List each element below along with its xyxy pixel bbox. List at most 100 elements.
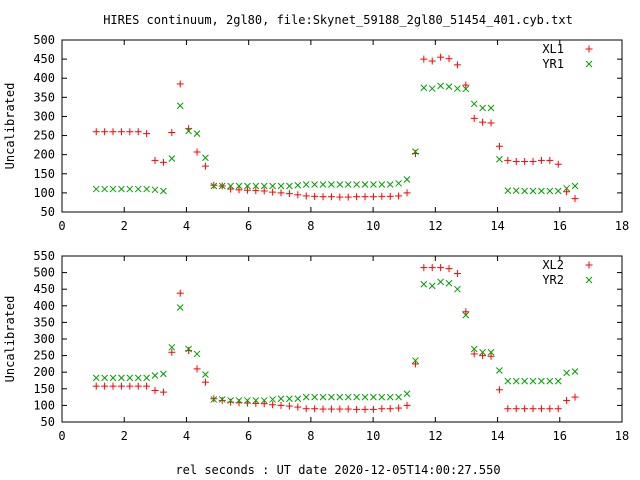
panel-2-point-YR2-b [176,304,184,311]
panel-2-y-tick-label: 450 [33,282,55,296]
panel-2-point-YR2-b [538,377,545,385]
panel-1-point-YR1-b [260,182,268,190]
panel-1-point-YR1 [294,181,302,189]
panel-1-point-XL1 [227,185,235,193]
panel-1-point-YR1-b [92,185,100,193]
panel-1-point-YR1-b [470,100,478,108]
panel-2-point-YR2-b [218,396,226,403]
panel-2-point-XL2 [159,388,167,396]
panel-2-plot-frame [61,255,623,423]
panel-2-point-YR2-b [454,285,461,293]
panel-1-point-YR1 [218,182,226,190]
panel-2-point-YR2 [134,374,142,382]
panel-1-point-YR1 [571,182,579,190]
panel-2-point-XL2 [201,378,209,386]
panel-1-point-YR1 [462,85,470,93]
panel-1-x-tick-label: 4 [183,219,190,233]
panel-2-point-YR2-b [428,282,436,290]
panel-2-point-YR2-b [92,374,100,382]
panel-1-y-tick-label: 350 [33,90,55,104]
panel-1-point-YR1-b [445,83,453,90]
panel-1-point-XL1 [428,57,436,65]
panel-2-point-XL2 [470,350,478,358]
panel-1-point-XL1 [193,148,201,156]
panel-1-point-XL1 [479,118,487,126]
panel-1-point-YR1-b [311,181,318,188]
panel-2-point-YR2-b [328,393,335,401]
panel-1-point-YR1-b [395,179,402,187]
panel-2-point-YR2-b [412,357,419,364]
panel-2-point-YR2 [328,393,335,401]
panel-1-point-XL1 [285,190,293,198]
panel-2-point-YR2-b [160,370,167,378]
panel-2-x-tick-label: 18 [615,429,629,443]
panel-2-point-YR2 [160,370,167,378]
panel-2-point-YR2-b [571,368,579,375]
panel-1-point-YR1-b [521,187,528,195]
panel-2-legend-marker-XL2 [585,261,593,269]
panel-1-x-tick-label: 0 [58,219,65,233]
panel-2-point-XL2 [285,402,293,410]
panel-2-point-XL2 [445,265,453,273]
panel-2-point-YR2 [319,393,327,401]
panel-1-point-YR1-b [370,181,377,188]
panel-2-point-YR2 [412,357,419,364]
panel-2-point-XL2 [521,405,529,413]
panel-1-point-YR1-b [529,187,537,195]
panel-2-point-XL2 [327,405,335,413]
panel-2-y-tick-label: 200 [33,365,55,379]
panel-1-point-YR1-b [286,182,293,190]
panel-1-x-tick-label: 16 [553,219,567,233]
panel-1-point-XL1 [277,189,285,197]
panel-2-point-XL2 [344,405,352,413]
panel-1-point-XL1 [554,160,562,168]
panel-2-point-XL2 [411,360,419,368]
panel-1-point-YR1 [277,182,285,190]
panel-2-point-YR2 [168,343,176,351]
panel-1-point-YR1-b [244,182,251,190]
panel-2-point-YR2 [277,395,285,403]
panel-2-point-XL2 [537,405,545,413]
panel-2-point-YR2-b [378,393,386,401]
panel-2-point-YR2 [538,377,545,385]
panel-2-point-YR2-b [504,377,512,385]
panel-1-point-YR1-b [403,176,411,183]
panel-2-point-YR2 [227,397,234,404]
panel-2-point-YR2-b [554,377,562,385]
panel-2-point-YR2 [554,377,562,385]
panel-1-plot-frame [61,39,623,213]
panel-2-point-YR2-b [546,377,554,385]
panel-2-point-XL2 [218,396,226,404]
panel-1-point-XL1 [101,128,109,136]
panel-2-point-YR2 [529,377,537,385]
panel-2-point-YR2-b [277,395,285,403]
panel-2-point-YR2 [437,278,444,286]
panel-2-point-YR2 [336,393,344,401]
panel-1-point-YR1 [176,102,184,110]
panel-2-point-YR2-b [361,393,369,401]
panel-1-point-XL1 [336,193,344,201]
panel-1-point-YR1-b [571,182,579,190]
panel-1-legend-label-YR1: YR1 [542,57,564,71]
panel-1-point-XL1 [159,158,167,166]
panel-2-point-YR2 [496,367,503,374]
panel-1-point-YR1-b [344,181,352,188]
panel-1-point-XL1 [235,186,243,194]
panel-1-point-XL1 [117,128,125,136]
panel-1-point-YR1-b [336,181,344,188]
panel-2-y-tick-label: 150 [33,382,55,396]
panel-2-point-YR2 [302,393,310,401]
panel-2-point-XL2 [512,405,520,413]
panel-1-point-YR1 [437,82,444,90]
panel-2-point-YR2 [185,345,192,353]
panel-1-y-tick-label: 50 [41,205,55,219]
panel-2-point-YR2 [353,393,360,401]
panel-2-point-XL2 [504,405,512,413]
panel-1-point-YR1-b [185,127,192,135]
panel-2-legend-marker-YR2-b [585,276,593,284]
panel-1-y-tick-label: 400 [33,71,55,85]
panel-1-point-XL1 [243,186,251,194]
panel-1-point-XL1 [369,193,377,201]
panel-1-point-YR1-b [202,154,209,162]
